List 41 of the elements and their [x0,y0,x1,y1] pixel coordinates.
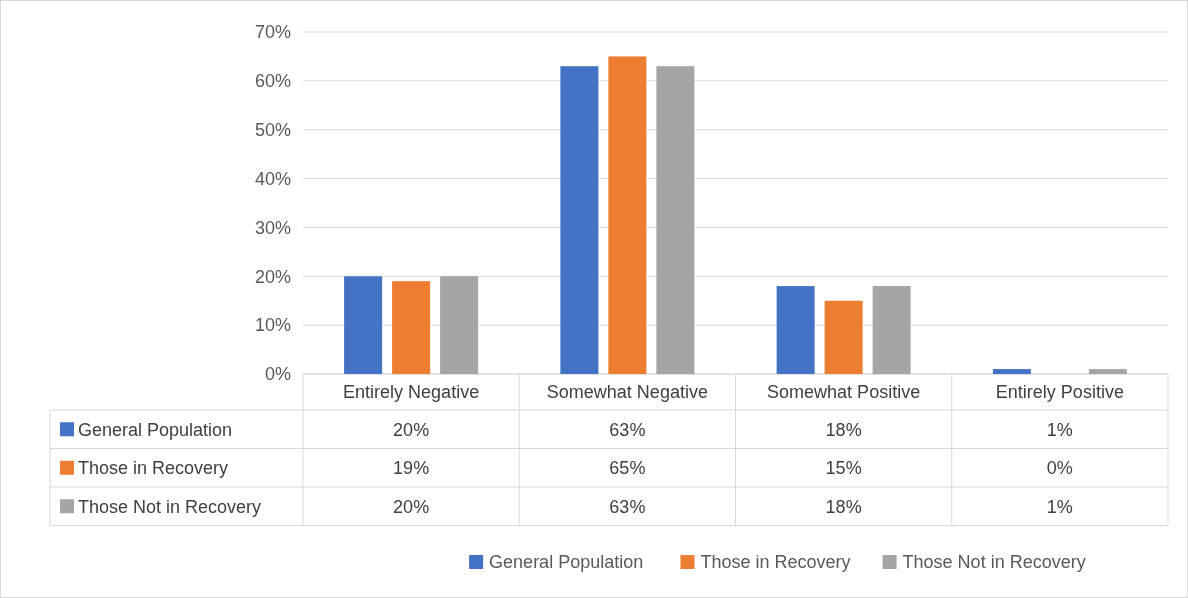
data-label: 20% [393,496,430,517]
y-tick-label: 0% [264,364,291,385]
data-label: 20% [393,419,430,440]
y-tick-label: 10% [254,315,291,336]
data-label: 19% [393,458,430,479]
data-label: 18% [825,419,862,440]
bar [656,66,695,374]
x-tick-label: Entirely Negative [343,382,480,403]
data-label: 65% [609,458,646,479]
x-tick-label: Somewhat Positive [767,382,921,403]
bar [608,56,647,374]
data-label: 0% [1046,458,1073,479]
x-tick-label: Entirely Positive [995,382,1124,403]
y-tick-label: 70% [254,22,291,43]
text: General Population [489,552,644,573]
bar [392,281,431,374]
data-label: 15% [825,458,862,479]
legend-label: Those Not in Recovery [902,552,1086,573]
y-tick-label: 40% [254,168,291,189]
data-label: 63% [609,496,646,517]
data-label: 1% [1046,419,1073,440]
bar [560,66,599,374]
text: Those Not in Recovery [78,496,262,517]
y-tick-label: 50% [254,120,291,141]
y-tick-label: 30% [254,217,291,238]
data-label: 63% [609,419,646,440]
data-label: 18% [825,496,862,517]
x-tick-label: Somewhat Negative [546,382,708,403]
y-tick-label: 60% [254,71,291,92]
bar [992,369,1031,374]
bar [824,300,863,374]
bar [440,276,479,374]
bar [344,276,383,374]
legend-label: Those in Recovery [700,552,851,573]
data-label: 1% [1046,496,1073,517]
y-tick-label: 20% [254,266,291,287]
legend-label: General Population [78,419,233,440]
text: Those in Recovery [78,458,229,479]
bar [776,286,815,374]
bar [1088,369,1127,374]
bar [872,286,911,374]
